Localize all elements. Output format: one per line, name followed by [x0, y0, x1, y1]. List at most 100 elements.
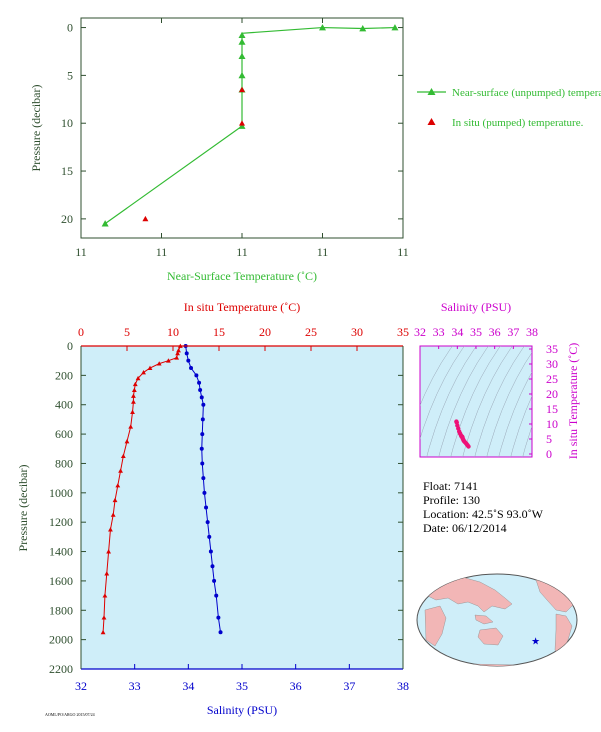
- ts-density-contour: [532, 336, 592, 467]
- near-surface-axis-ticks: 11 11 11 11 11 0 5 10 15 20: [61, 18, 409, 259]
- near-surface-xlabel: Near-Surface Temperature (˚C): [167, 269, 317, 283]
- salinity-tick-label: 33: [129, 679, 141, 693]
- near-surface-legend: Near-surface (unpumped) temperature. In …: [417, 87, 601, 129]
- salinity-profile-point: [198, 388, 203, 393]
- profile-y-tick-label: 600: [55, 427, 73, 441]
- temperature-profile-point: [118, 468, 123, 473]
- info-date: Date: 06/12/2014: [423, 521, 507, 535]
- temperature-profile-point: [104, 571, 110, 576]
- temperature-profile-point: [176, 348, 181, 353]
- profile-y-tick-label: 1200: [49, 515, 73, 529]
- info-float: Float: 7141: [423, 479, 478, 493]
- ts-y-tick-label: 0: [546, 447, 552, 461]
- map-land-australia: [477, 627, 504, 646]
- salinity-profile-point: [197, 380, 202, 385]
- near-surface-chart: 11 11 11 11 11 0 5 10 15 20 Near-Surface Temperat…: [29, 17, 409, 283]
- temperature-profile-point: [128, 424, 134, 429]
- near-surface-x-tick-label: 11: [397, 245, 409, 259]
- temperature-profile-point: [115, 483, 121, 488]
- near-surface-unpumped-point: [359, 25, 367, 32]
- ts-x-tick-label: 37: [507, 325, 519, 339]
- ts-y-tick-label: 35: [546, 342, 558, 356]
- profile-y-tick-label: 400: [55, 398, 73, 412]
- ts-plot-area: [419, 345, 533, 458]
- ts-y-tick-label: 20: [546, 387, 558, 401]
- ts-ylabel: In situ Temperature (˚C): [566, 343, 580, 460]
- map-land-eurasia: [424, 576, 513, 613]
- temperature-tick-label: 10: [167, 325, 179, 339]
- salinity-profile-point: [214, 593, 219, 598]
- temperature-tick-label: 35: [397, 325, 409, 339]
- temperature-profile-point: [112, 497, 118, 503]
- temperature-profile-point: [108, 527, 113, 532]
- ts-x-tick-label: 35: [470, 325, 482, 339]
- temperature-profile-point: [156, 361, 162, 366]
- profile-y-tick-label: 1400: [49, 545, 73, 559]
- ts-x-tick-label: 33: [433, 325, 445, 339]
- salinity-tick-label: 38: [397, 679, 409, 693]
- ts-y-tick-label: 10: [546, 417, 558, 431]
- world-map: ★: [416, 573, 578, 667]
- profile-chart: 0200400600800100012001400160018002000220…: [16, 300, 409, 717]
- ts-y-tick-label: 30: [546, 357, 558, 371]
- near-surface-y-tick-label: 5: [67, 68, 73, 82]
- near-surface-unpumped-point: [238, 71, 246, 79]
- profile-data: [100, 343, 223, 635]
- near-surface-ylabel: Pressure (decibar): [29, 85, 43, 172]
- temperature-tick-label: 30: [351, 325, 363, 339]
- map-land-se-asia: [474, 614, 494, 625]
- temperature-profile-point: [174, 355, 180, 360]
- profile-y-tick-label: 800: [55, 456, 73, 470]
- salinity-profile-point: [207, 534, 212, 539]
- salinity-profile-point: [189, 366, 194, 371]
- temperature-profile-point: [130, 409, 135, 414]
- salinity-profile-point: [204, 505, 209, 510]
- ts-y-tick-label: 5: [546, 432, 552, 446]
- salinity-tick-label: 32: [75, 679, 87, 693]
- profile-top-label: In situ Temperature (˚C): [184, 300, 301, 314]
- ts-density-contour: [510, 395, 532, 457]
- salinity-profile-point: [201, 476, 206, 481]
- profile-y-tick-label: 1800: [49, 603, 73, 617]
- near-surface-x-tick-label: 11: [156, 245, 168, 259]
- temperature-profile-point: [102, 593, 108, 598]
- ts-density-contour: [522, 425, 532, 457]
- ts-y-tick-label: 25: [546, 372, 558, 386]
- near-surface-y-tick-label: 0: [67, 21, 73, 35]
- ts-density-contour: [450, 346, 501, 457]
- ts-x-tick-label: 34: [451, 325, 463, 339]
- ts-density-contour: [462, 346, 513, 457]
- ts-density-contour: [486, 351, 532, 457]
- ts-point: [466, 444, 471, 449]
- near-surface-pumped-point: [239, 120, 245, 126]
- near-surface-unpumped-point: [238, 38, 246, 45]
- salinity-profile-point: [199, 446, 204, 451]
- info-location: Location: 42.5˚S 93.0˚W: [423, 507, 544, 521]
- near-surface-unpumped-point: [238, 52, 246, 60]
- near-surface-x-tick-label: 11: [317, 245, 329, 259]
- ts-x-tick-label: 36: [489, 325, 501, 339]
- legend-label-pumped: In situ (pumped) temperature.: [452, 117, 584, 129]
- salinity-profile-point: [199, 395, 204, 400]
- salinity-tick-label: 34: [182, 679, 194, 693]
- ts-x-tick-label: 32: [414, 325, 426, 339]
- ts-density-contour: [498, 371, 532, 457]
- legend-label-unpumped: Near-surface (unpumped) temperature.: [452, 87, 601, 99]
- temperature-tick-label: 5: [124, 325, 130, 339]
- profile-y-tick-label: 2200: [49, 662, 73, 676]
- salinity-profile-point: [212, 578, 217, 583]
- legend-marker-unpumped: [427, 88, 436, 95]
- near-surface-y-tick-label: 20: [61, 212, 73, 226]
- temperature-profile-point: [131, 399, 136, 404]
- temperature-profile-point: [147, 365, 153, 370]
- salinity-profile-point: [186, 358, 191, 363]
- legend-marker-pumped: [427, 118, 436, 125]
- near-surface-unpumped-point: [391, 24, 399, 31]
- temperature-tick-label: 20: [259, 325, 271, 339]
- temperature-tick-label: 25: [305, 325, 317, 339]
- temperature-profile-point: [131, 393, 136, 398]
- near-surface-pumped-point: [142, 215, 149, 222]
